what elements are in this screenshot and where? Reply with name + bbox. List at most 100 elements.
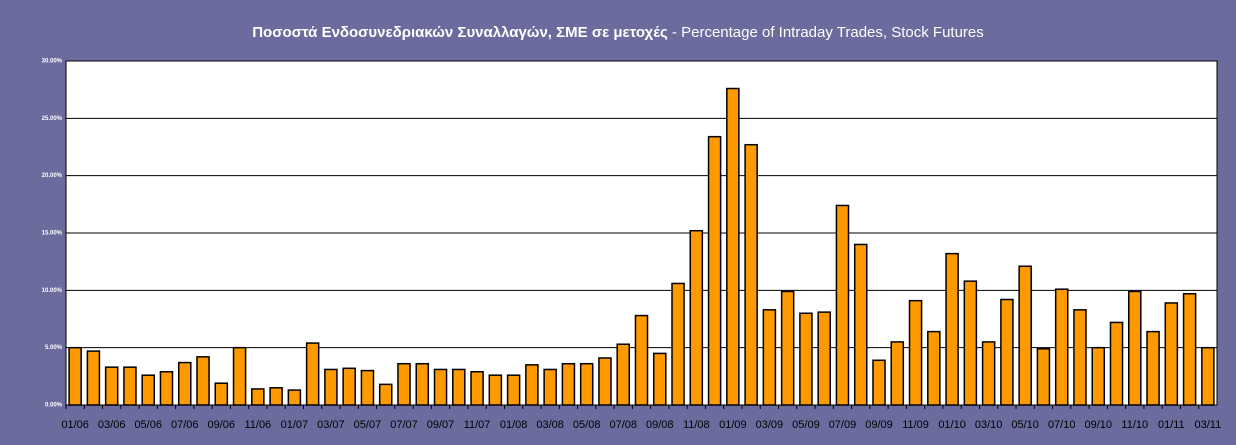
bar [177,361,192,406]
bar [68,346,82,406]
bar [945,252,959,406]
x-tick-label: 11/10 [1121,419,1148,431]
x-tick-label: 11/07 [464,419,491,431]
bar [159,370,174,406]
bar [378,383,393,406]
bar [543,368,557,406]
y-tick-label: 5.00% [45,345,63,351]
bar [598,357,612,406]
bar [1164,302,1179,406]
bar [927,330,941,406]
bar [799,312,813,406]
title-english: - Percentage of Intraday Trades, Stock F… [668,24,984,41]
x-tick-label: 09/08 [646,419,674,431]
bar [1091,346,1106,406]
bar [817,311,831,406]
chart-title: Ποσοστά Ενδοσυνεδριακών Συναλλαγών, ΣΜΕ … [252,24,984,41]
bar [872,359,886,406]
x-tick-label: 11/06 [244,419,271,431]
x-tick-label: 11/09 [902,419,929,431]
bar [123,366,137,406]
bar [525,364,539,406]
bar [744,143,758,406]
x-tick-label: 01/10 [938,419,966,431]
x-tick-label: 03/06 [98,419,126,431]
bar [196,356,210,406]
bar [707,135,722,406]
bar [689,229,704,406]
bar [506,374,521,406]
bar [269,387,283,406]
bar [1201,346,1215,406]
y-tick-label: 25.00% [42,116,63,122]
bar [287,389,302,406]
bar [616,343,631,406]
bar [452,368,466,406]
bar [214,382,229,406]
x-tick-label: 03/10 [975,419,1003,431]
x-tick-label: 03/07 [317,419,345,431]
y-tick-label: 20.00% [42,173,63,179]
bar [324,368,338,406]
bar [397,362,411,406]
y-tick-label: 10.00% [42,288,63,294]
x-tick-label: 07/09 [829,419,857,431]
x-tick-label: 05/07 [354,419,382,431]
bar [963,280,978,406]
bar [1036,348,1051,406]
bar [652,352,667,406]
x-tick-label: 01/08 [500,419,528,431]
bar [780,290,795,406]
x-tick-label: 09/09 [865,419,893,431]
bar [726,87,740,406]
bar [908,299,923,406]
bar [762,309,777,406]
bar [305,342,320,406]
x-tick-label: 09/07 [427,419,455,431]
bar [890,341,905,406]
x-tick-label: 09/10 [1084,419,1112,431]
bar [470,370,484,406]
x-tick-label: 05/09 [792,419,820,431]
x-tick-label: 05/06 [134,419,162,431]
x-tick-label: 07/06 [171,419,199,431]
x-tick-label: 09/06 [208,419,236,431]
x-tick-label: 01/06 [61,419,89,431]
title-greek: Ποσοστά Ενδοσυνεδριακών Συναλλαγών, ΣΜΕ … [252,24,668,41]
bar [251,388,265,406]
bar [104,366,119,406]
bar [853,243,868,406]
bar [232,346,247,406]
y-tick-label: 0.00% [45,403,63,409]
bar [579,362,594,406]
bar [1128,290,1142,406]
bar [1000,298,1014,406]
x-tick-label: 07/10 [1048,419,1076,431]
x-tick-label: 11/08 [683,419,710,431]
bar [1109,321,1124,406]
x-tick-label: 03/11 [1195,419,1222,431]
bar [488,374,503,406]
x-tick-label: 01/11 [1158,419,1185,431]
x-tick-label: 05/10 [1011,419,1039,431]
bar [433,368,448,406]
x-tick-label: 01/09 [719,419,747,431]
bar [141,374,155,406]
bar [1018,265,1032,406]
x-tick-label: 07/07 [390,419,418,431]
bar [981,341,996,406]
y-tick-label: 15.00% [42,231,63,237]
bar [1054,288,1069,406]
bar [671,282,685,406]
bar [415,362,430,406]
bar [835,204,850,406]
x-tick-label: 05/08 [573,419,601,431]
bar [634,314,649,406]
bar [342,367,356,406]
x-tick-label: 03/09 [756,419,784,431]
bar [1182,293,1197,406]
bar [1146,330,1160,406]
bar [360,369,375,406]
x-tick-label: 07/08 [609,419,637,431]
